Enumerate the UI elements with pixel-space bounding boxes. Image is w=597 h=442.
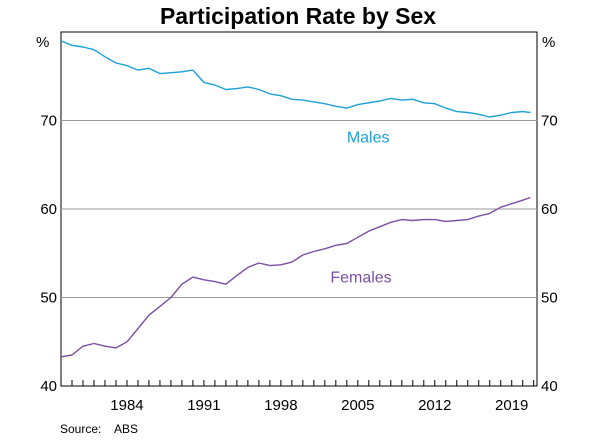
y-tick-label-left: 60: [40, 201, 57, 218]
series-line-females: [60, 196, 531, 358]
y-tick-label-right: 70: [541, 113, 558, 130]
x-tick-label: 2005: [341, 397, 374, 414]
x-tick-label: 1991: [187, 397, 220, 414]
y-tick-label-left: 50: [40, 290, 57, 307]
x-tick-label: 2019: [495, 397, 528, 414]
series-lines: [60, 40, 531, 358]
y-tick-label-right: 50: [541, 290, 558, 307]
source-value: ABS: [114, 422, 139, 436]
y-axis: 40 40 50 50 60 60 70 70: [40, 113, 557, 396]
chart-title: Participation Rate by Sex: [160, 3, 436, 29]
y-tick-label-right: 60: [541, 201, 558, 218]
x-tick-label: 1998: [264, 397, 297, 414]
y-unit-right: %: [542, 34, 555, 51]
y-tick-label-left: 40: [40, 378, 57, 395]
source-label: Source:: [60, 422, 102, 436]
series-line-males: [60, 40, 531, 118]
y-tick-label-left: 70: [40, 113, 57, 130]
series-annotations: Males Females: [330, 130, 391, 287]
x-axis: 1984 1991 1998 2005 2012 2019: [60, 380, 535, 414]
annotation-females: Females: [330, 269, 391, 286]
annotation-males: Males: [347, 130, 390, 147]
gridlines: [61, 120, 537, 298]
x-tick-label: 2012: [418, 397, 451, 414]
y-unit-left: %: [36, 34, 49, 51]
y-tick-label-right: 40: [541, 378, 558, 395]
source-note: Source: ABS: [60, 422, 138, 436]
x-tick-label: 1984: [110, 397, 143, 414]
